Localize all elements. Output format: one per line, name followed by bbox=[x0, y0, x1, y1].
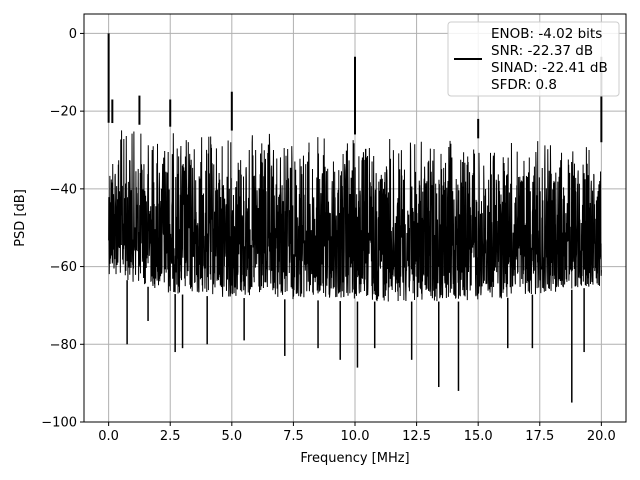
x-tick-label: 20.0 bbox=[587, 429, 616, 444]
x-tick-label: 17.5 bbox=[525, 429, 554, 444]
x-tick-label: 15.0 bbox=[464, 429, 493, 444]
y-tick-label: 0 bbox=[69, 27, 77, 42]
x-tick-label: 5.0 bbox=[221, 429, 242, 444]
y-tick-label: −40 bbox=[50, 182, 77, 197]
x-tick-label: 0.0 bbox=[98, 429, 119, 444]
y-tick-label: −20 bbox=[50, 105, 77, 120]
x-tick-label: 7.5 bbox=[283, 429, 304, 444]
psd-noise-trace bbox=[108, 130, 602, 302]
x-axis-ticks: 0.0 2.5 5.0 7.5 10.0 12.5 15.0 17.5 20.0 bbox=[98, 422, 616, 444]
legend-box bbox=[447, 21, 620, 97]
y-tick-label: −80 bbox=[50, 338, 77, 353]
legend-entry-snr: SNR: -22.37 dB bbox=[491, 43, 593, 59]
y-tick-label: −60 bbox=[50, 260, 77, 275]
y-axis-label: PSD [dB] bbox=[13, 189, 28, 247]
legend-entry-sfdr: SFDR: 0.8 bbox=[491, 77, 557, 93]
y-tick-label: −100 bbox=[41, 416, 77, 431]
psd-trace bbox=[107, 33, 603, 403]
legend: ENOB: -4.02 bits SNR: -22.37 dB SINAD: -… bbox=[447, 21, 620, 97]
x-axis-label: Frequency [MHz] bbox=[300, 451, 409, 466]
y-axis-ticks: 0 −20 −40 −60 −80 −100 bbox=[41, 27, 84, 431]
legend-entry-sinad: SINAD: -22.41 dB bbox=[491, 60, 608, 76]
x-tick-label: 10.0 bbox=[341, 429, 370, 444]
x-tick-label: 12.5 bbox=[402, 429, 431, 444]
legend-entry-enob: ENOB: -4.02 bits bbox=[491, 26, 602, 42]
x-tick-label: 2.5 bbox=[160, 429, 181, 444]
